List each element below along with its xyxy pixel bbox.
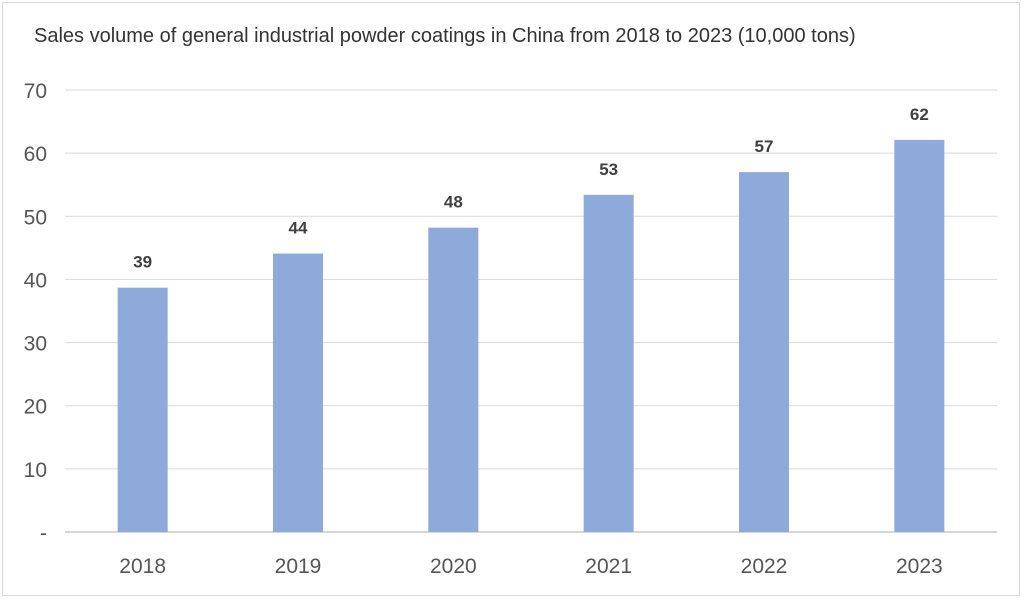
bar [739,172,789,533]
x-tick-label: 2020 [430,555,477,578]
bar [583,194,634,532]
y-tick-label: 40 [24,269,47,292]
y-axis-ticks: - 10 20 30 40 50 60 70 [24,80,47,545]
y-tick-label: 10 [24,459,47,482]
y-tick-label: 60 [24,143,47,166]
data-label: 39 [133,253,152,272]
chart-title: Sales volume of general industrial powde… [34,25,856,47]
data-label: 62 [910,105,929,124]
x-tick-label: 2022 [741,555,788,578]
x-axis-ticks: 2018 2019 2020 2021 2022 2023 [119,555,942,578]
y-tick-label: 70 [24,80,47,103]
y-tick-label: - [40,522,47,545]
y-tick-label: 50 [24,206,47,229]
x-tick-label: 2019 [275,555,322,578]
bar [428,227,479,532]
bar [894,139,945,532]
data-label: 57 [755,137,774,156]
data-label: 48 [444,193,463,212]
x-tick-label: 2021 [585,555,632,578]
bars [117,139,945,533]
data-label: 44 [289,219,308,238]
x-tick-label: 2023 [896,555,943,578]
data-labels: 39 44 48 53 57 62 [133,105,929,272]
x-tick-label: 2018 [119,555,166,578]
data-label: 53 [599,160,618,179]
bar [117,287,168,532]
y-tick-label: 20 [24,396,47,419]
bar [273,253,323,533]
y-tick-label: 30 [24,333,47,356]
gridlines [65,89,997,533]
